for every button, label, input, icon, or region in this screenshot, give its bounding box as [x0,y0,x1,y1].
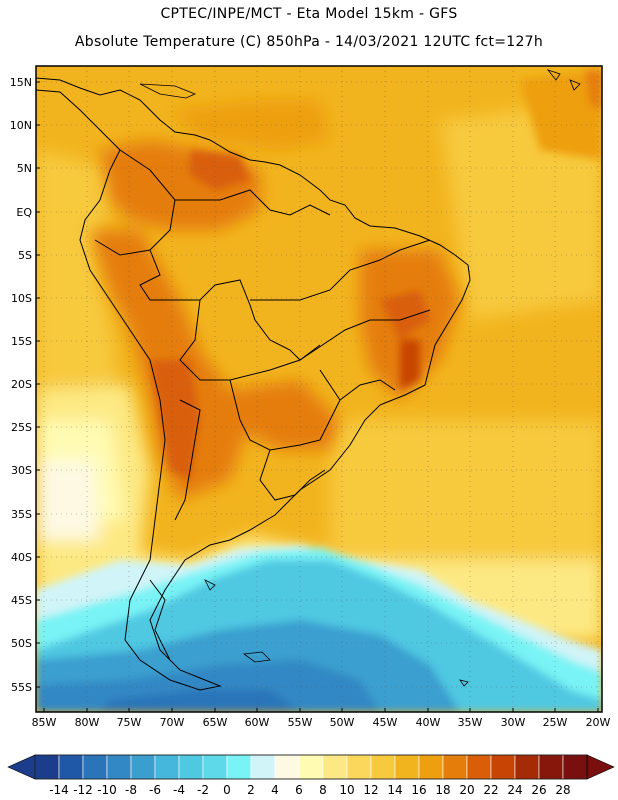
legend-swatch [178,754,204,780]
color-legend [7,754,615,780]
legend-label: -6 [149,783,161,797]
lon-label: 35W [458,716,483,729]
lon-label: 30W [501,716,526,729]
legend-label: 14 [387,783,402,797]
chart-title-line1: CPTEC/INPE/MCT - Eta Model 15km - GFS [160,6,458,22]
lat-label: 25S [11,421,32,434]
legend-label: 22 [483,783,498,797]
legend-border [34,754,588,780]
legend-label: 2 [247,783,255,797]
legend-swatch [394,754,420,780]
lat-label: 15N [10,76,32,89]
legend-swatch [442,754,468,780]
legend-swatch [370,754,396,780]
legend-label: -2 [197,783,209,797]
lat-label: 15S [11,335,32,348]
lon-label: 55W [288,716,313,729]
legend-swatch [226,754,252,780]
map-frame [35,65,603,713]
legend-swatch [514,754,540,780]
lat-label: 5S [18,249,32,262]
lon-label: 60W [245,716,270,729]
legend-swatch [298,754,324,780]
legend-swatch [82,754,108,780]
legend-swatch [418,754,444,780]
lon-label: 75W [117,716,142,729]
legend-label: 20 [459,783,474,797]
legend-label: 28 [555,783,570,797]
lat-label: 20S [11,378,32,391]
lon-label: 80W [75,716,100,729]
legend-label: 12 [363,783,378,797]
coastline-borders [36,77,471,691]
legend-label: 24 [507,783,522,797]
legend-swatch [322,754,348,780]
legend-swatch [466,754,492,780]
legend-label: 18 [435,783,450,797]
legend-label: 26 [531,783,546,797]
lat-label: 55S [11,681,32,694]
lon-label: 50W [330,716,355,729]
latitude-labels: 15N 10N 5N EQ 5S 10S 15S 20S 25S 30S 35S 40S 45S 50S 5… [10,76,33,694]
legend-swatch [202,754,228,780]
legend-arrow-high [586,754,615,780]
lat-label: 10N [10,119,32,132]
lat-label: 50S [11,637,32,650]
legend-label: 4 [271,783,279,797]
legend-label: -4 [173,783,185,797]
lat-label: 45S [11,594,32,607]
legend-swatch [538,754,564,780]
legend-swatch [274,754,300,780]
lat-label: 35S [11,508,32,521]
lon-label: 70W [160,716,185,729]
legend-swatch [250,754,276,780]
lon-label: 65W [203,716,228,729]
legend-swatch [562,754,588,780]
legend-label: -12 [73,783,93,797]
legend-swatch [154,754,180,780]
legend-swatch [34,754,60,780]
lon-label: 45W [373,716,398,729]
chart-title-line2: Absolute Temperature (C) 850hPa - 14/03/… [74,34,544,50]
temperature-field [36,66,602,712]
lat-label: 5N [17,162,32,175]
legend-arrow-low [7,754,36,780]
legend-label: -8 [125,783,137,797]
lat-label: 40S [11,551,32,564]
legend-label: -10 [97,783,117,797]
lon-label: 20W [586,716,611,729]
lon-label: 85W [32,716,57,729]
legend-label: 0 [223,783,231,797]
axis-ticks [36,81,599,712]
lat-label: EQ [16,206,32,219]
legend-swatch [490,754,516,780]
legend-swatch [58,754,84,780]
lat-label: 10S [11,292,32,305]
lon-label: 40W [416,716,441,729]
legend-labels: -14 -12 -10 -8 -6 -4 -2 0 2 4 6 8 10 12 14 16 18 20 22 24 26… [49,783,570,797]
lon-label: 25W [543,716,568,729]
legend-swatch [346,754,372,780]
legend-swatch [130,754,156,780]
legend-label: 6 [295,783,303,797]
legend-label: 16 [411,783,426,797]
legend-label: -14 [49,783,69,797]
longitude-labels: 85W 80W 75W 70W 65W 60W 55W 50W 45W 40W 35W 30W 25W 2… [32,716,611,729]
lat-label: 30S [11,464,32,477]
legend-swatch [106,754,132,780]
islands [139,69,581,687]
legend-label: 10 [339,783,354,797]
legend-label: 8 [319,783,327,797]
